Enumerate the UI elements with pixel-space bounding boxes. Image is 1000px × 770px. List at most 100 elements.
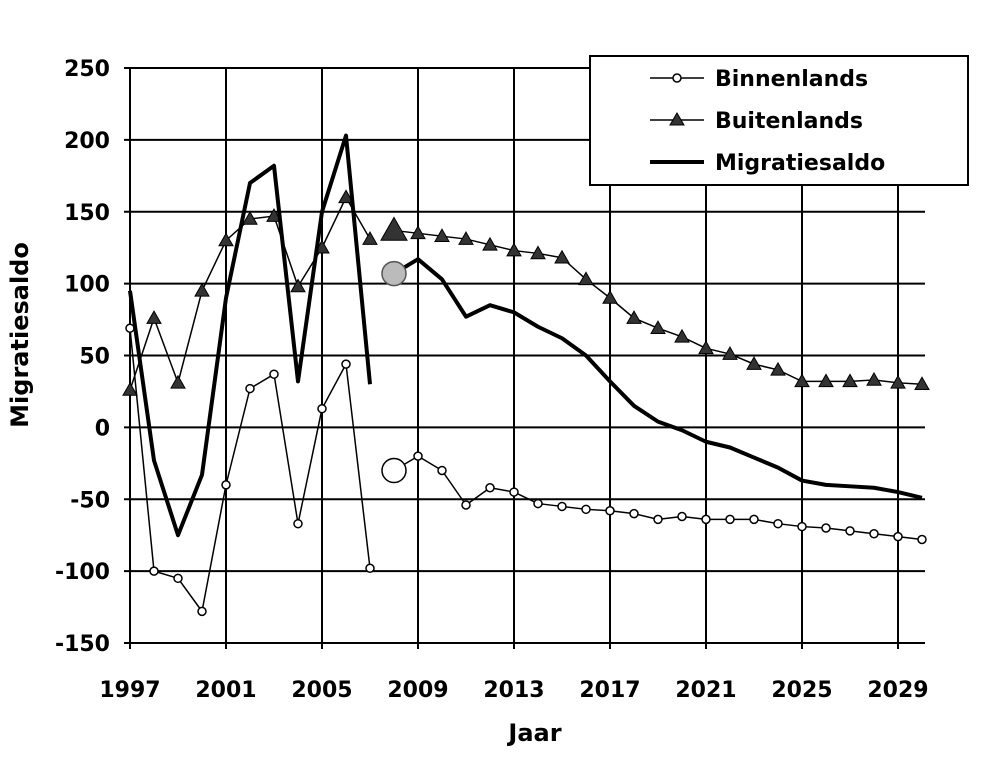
- data-point: [602, 289, 618, 304]
- x-tick-label: 2001: [195, 678, 256, 703]
- data-point: [317, 403, 327, 414]
- x-tick-label: 2013: [483, 678, 544, 703]
- data-point: [725, 514, 735, 525]
- series-line: [392, 257, 923, 500]
- data-point: [293, 518, 303, 529]
- data-point: [437, 465, 447, 476]
- highlight-point: [380, 216, 408, 241]
- data-point: [242, 210, 258, 225]
- data-point: [554, 249, 570, 264]
- series-line: [128, 133, 372, 538]
- legend-triangle-marker-icon: [669, 112, 685, 126]
- data-point: [869, 529, 879, 539]
- data-point: [797, 521, 807, 532]
- data-point: [914, 376, 930, 390]
- data-point: [173, 573, 183, 584]
- x-tick-label: 2029: [867, 678, 928, 703]
- x-axis-title: Jaar: [506, 719, 561, 747]
- data-point: [362, 231, 378, 245]
- series-layer: [122, 133, 930, 617]
- data-point: [245, 383, 255, 394]
- y-tick-label: 200: [64, 129, 110, 154]
- y-tick-label: -100: [55, 560, 110, 585]
- data-point: [581, 504, 591, 515]
- data-point: [722, 346, 738, 360]
- data-point: [482, 236, 498, 251]
- series-migratiesaldo: [128, 133, 923, 538]
- data-point: [269, 369, 279, 379]
- data-point: [626, 310, 642, 324]
- data-point: [461, 500, 471, 510]
- series-binnenlands: [125, 323, 927, 617]
- series-line: [393, 229, 923, 385]
- data-point: [866, 371, 882, 386]
- data-point: [842, 373, 858, 388]
- data-point: [458, 231, 474, 245]
- legend-label-migratiesaldo: Migratiesaldo: [715, 151, 885, 176]
- legend-label-buitenlands: Buitenlands: [715, 109, 863, 134]
- data-point: [221, 480, 231, 490]
- series-buitenlands: [122, 189, 930, 396]
- highlight-point: [381, 457, 407, 484]
- y-tick-label: -150: [55, 632, 110, 657]
- x-tick-label: 2017: [579, 678, 640, 703]
- data-point: [821, 523, 831, 533]
- data-point: [338, 189, 354, 204]
- data-point: [557, 501, 567, 512]
- data-point: [674, 328, 690, 343]
- data-point: [341, 359, 351, 369]
- data-point: [530, 245, 546, 260]
- series-line: [129, 328, 371, 613]
- data-point: [605, 506, 615, 516]
- x-tick-label: 2009: [387, 678, 448, 703]
- data-point: [506, 242, 522, 257]
- data-point: [122, 381, 138, 396]
- data-point: [194, 282, 210, 297]
- data-point: [485, 483, 495, 493]
- data-point: [218, 232, 234, 247]
- x-tick-label: 1997: [99, 678, 160, 703]
- data-point: [410, 225, 426, 240]
- data-point: [146, 310, 162, 324]
- y-tick-label: 0: [95, 416, 110, 441]
- y-tick-label: 100: [64, 273, 110, 298]
- legend: Binnenlands Buitenlands Migratiesaldo: [589, 55, 969, 186]
- data-point: [413, 451, 423, 461]
- y-tick-label: 150: [64, 201, 110, 226]
- legend-circle-marker-icon: [672, 73, 682, 83]
- y-tick-label: 250: [64, 57, 110, 82]
- data-point: [773, 518, 783, 529]
- data-point: [149, 566, 159, 576]
- data-point: [701, 514, 711, 525]
- data-point: [125, 323, 135, 333]
- legend-label-binnenlands: Binnenlands: [715, 67, 868, 92]
- data-point: [746, 356, 762, 370]
- x-tick-label: 2005: [291, 678, 352, 703]
- series-line: [393, 455, 923, 541]
- data-point: [653, 514, 663, 525]
- data-point: [845, 526, 855, 536]
- data-point: [197, 606, 207, 617]
- data-point: [629, 508, 639, 519]
- data-point: [434, 228, 450, 242]
- data-point: [917, 534, 927, 545]
- data-point: [533, 498, 543, 509]
- data-point: [509, 487, 519, 497]
- y-axis-title: Migratiesaldo: [6, 242, 34, 428]
- x-tick-label: 2025: [771, 678, 832, 703]
- data-point: [818, 373, 834, 388]
- data-point: [365, 563, 375, 573]
- data-point: [677, 511, 687, 522]
- data-point: [170, 374, 186, 389]
- x-tick-labels: 1997 2001 2005 2009 2013 2017 2021 2025 2029: [99, 678, 928, 703]
- data-point: [893, 531, 903, 542]
- data-point: [290, 278, 306, 293]
- data-point: [650, 320, 666, 334]
- data-point: [698, 340, 714, 355]
- data-point: [794, 373, 810, 388]
- x-tick-label: 2021: [675, 678, 736, 703]
- data-point: [890, 374, 906, 389]
- y-tick-label: -50: [70, 488, 110, 513]
- data-point: [578, 271, 594, 286]
